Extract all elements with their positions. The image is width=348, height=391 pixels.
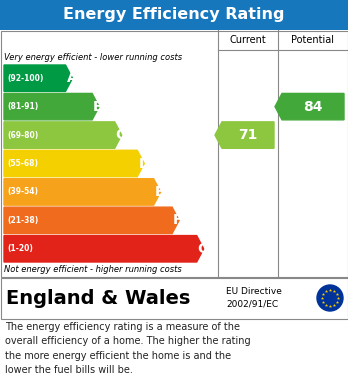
Bar xyxy=(0,30,348,277)
Text: (21-38): (21-38) xyxy=(7,216,38,225)
Text: (81-91): (81-91) xyxy=(7,102,38,111)
Text: F: F xyxy=(173,213,183,227)
Polygon shape xyxy=(4,235,204,262)
Text: B: B xyxy=(93,100,104,114)
Bar xyxy=(0,278,348,319)
Text: (55-68): (55-68) xyxy=(7,159,38,168)
Text: (1-20): (1-20) xyxy=(7,244,33,253)
Bar xyxy=(0,30,348,276)
Polygon shape xyxy=(4,122,122,148)
Text: Very energy efficient - lower running costs: Very energy efficient - lower running co… xyxy=(4,52,182,61)
Text: E: E xyxy=(155,185,164,199)
Polygon shape xyxy=(4,207,179,233)
Polygon shape xyxy=(4,179,161,205)
Polygon shape xyxy=(275,93,344,120)
Text: (69-80): (69-80) xyxy=(7,131,38,140)
Polygon shape xyxy=(4,93,99,120)
Text: The energy efficiency rating is a measure of the
overall efficiency of a home. T: The energy efficiency rating is a measur… xyxy=(5,322,251,375)
Text: Not energy efficient - higher running costs: Not energy efficient - higher running co… xyxy=(4,265,182,274)
Text: Energy Efficiency Rating: Energy Efficiency Rating xyxy=(63,7,285,23)
Text: Current: Current xyxy=(230,35,266,45)
Text: G: G xyxy=(198,242,209,256)
Text: (39-54): (39-54) xyxy=(7,187,38,196)
Text: 71: 71 xyxy=(238,128,257,142)
Circle shape xyxy=(317,285,343,311)
Text: C: C xyxy=(116,128,126,142)
Polygon shape xyxy=(4,150,144,177)
Bar xyxy=(0,0,348,30)
Text: A: A xyxy=(66,71,77,85)
Polygon shape xyxy=(4,65,72,91)
Text: 84: 84 xyxy=(303,100,322,114)
Bar xyxy=(0,278,348,319)
Text: EU Directive
2002/91/EC: EU Directive 2002/91/EC xyxy=(226,287,282,309)
Polygon shape xyxy=(215,122,274,148)
Text: Potential: Potential xyxy=(292,35,334,45)
Text: (92-100): (92-100) xyxy=(7,74,44,83)
Text: England & Wales: England & Wales xyxy=(6,289,190,307)
Text: D: D xyxy=(138,156,150,170)
